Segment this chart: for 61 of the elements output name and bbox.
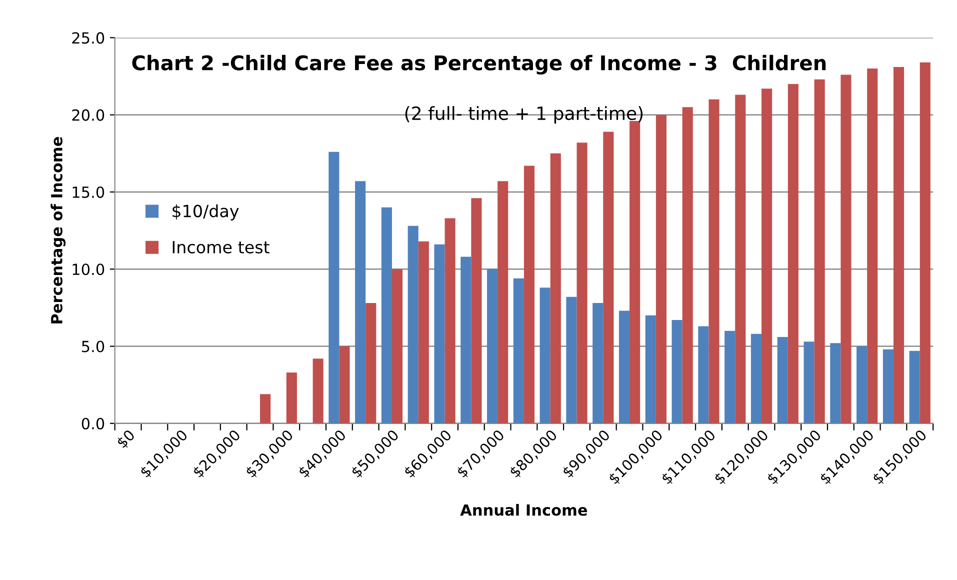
bar xyxy=(777,337,788,424)
bar xyxy=(513,278,524,424)
bar xyxy=(550,153,561,424)
legend-label: $10/day xyxy=(172,204,239,221)
bar xyxy=(460,256,472,424)
bar xyxy=(920,62,930,424)
bar xyxy=(444,218,456,424)
bar xyxy=(312,358,324,424)
bar xyxy=(524,166,535,424)
bar xyxy=(592,303,604,424)
bar xyxy=(735,94,746,424)
bar xyxy=(814,79,825,424)
bar xyxy=(566,296,577,424)
bar xyxy=(381,207,392,424)
bar xyxy=(750,334,762,424)
text: (2 full- time + 1 part-time) xyxy=(405,106,643,124)
bar xyxy=(408,226,418,424)
bar xyxy=(339,346,350,424)
bar xyxy=(540,288,550,424)
bar xyxy=(893,67,904,424)
bar xyxy=(603,132,614,424)
bar xyxy=(328,152,340,424)
bar xyxy=(366,303,376,424)
bar xyxy=(645,315,656,424)
bar xyxy=(762,88,772,424)
bar xyxy=(355,181,366,424)
bar xyxy=(840,74,852,424)
text: Chart 2 -Child Care Fee as Percentage of Income - 3 Children xyxy=(132,54,826,75)
bar xyxy=(286,372,297,424)
bar xyxy=(418,241,429,424)
bar xyxy=(682,107,693,424)
bar xyxy=(708,99,720,424)
bar xyxy=(672,320,682,424)
bar xyxy=(724,330,736,424)
y-tick-label: 0.0 xyxy=(82,418,104,430)
y-tick-label: 15.0 xyxy=(72,186,104,198)
bar xyxy=(909,350,920,424)
bar xyxy=(487,269,498,424)
bar xyxy=(804,342,814,424)
bar xyxy=(788,84,798,424)
bar xyxy=(434,244,445,424)
bar xyxy=(576,142,588,424)
x-tick-label: $0 xyxy=(116,428,137,450)
y-tick-label: 10.0 xyxy=(72,264,104,276)
bar xyxy=(867,68,878,424)
y-tick-label: 20.0 xyxy=(72,109,104,121)
y-axis-title: Percentage of Income xyxy=(50,137,66,324)
y-tick-label: 25.0 xyxy=(72,32,104,44)
bar xyxy=(392,269,403,424)
legend-label: Income test xyxy=(172,241,270,254)
bar xyxy=(856,346,868,424)
x-axis-title: Annual Income xyxy=(460,504,588,516)
bar xyxy=(830,343,841,424)
bar xyxy=(698,326,709,424)
bar xyxy=(618,310,630,424)
bar xyxy=(498,181,508,424)
y-tick-label: 5.0 xyxy=(82,340,104,352)
bar xyxy=(656,114,666,424)
bar xyxy=(882,349,894,424)
bar xyxy=(260,394,271,424)
bar xyxy=(471,198,482,424)
